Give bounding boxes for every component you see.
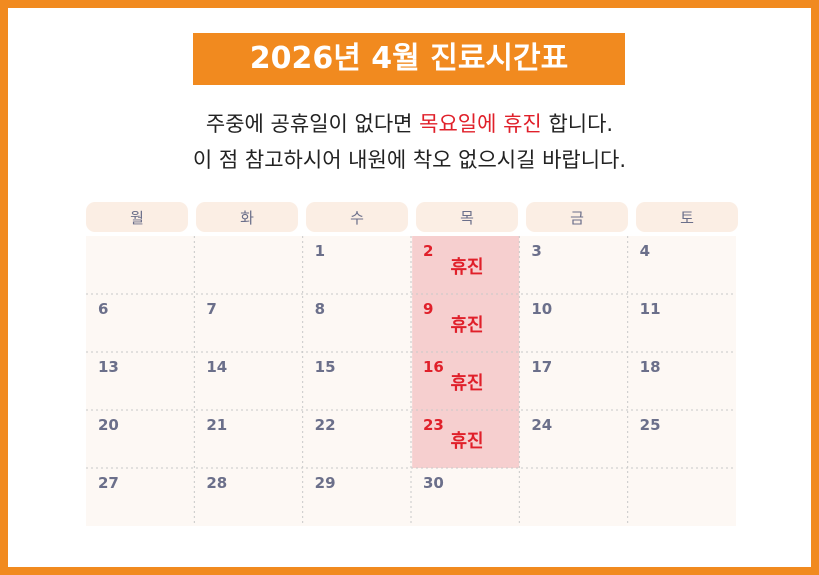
calendar: 월 화 수 목 금 토 1 2 휴진 3 4 6 7 8 9 휴진 10 11 13 14 15 16 휴진 17 18 20 21… (86, 202, 738, 526)
day-number: 6 (98, 300, 108, 318)
day-number: 14 (206, 358, 227, 376)
closed-note: 휴진 (450, 257, 483, 278)
closed-note: 휴진 (450, 373, 483, 394)
day-number: 30 (423, 474, 444, 492)
weekday-pill (636, 202, 738, 232)
day-number: 29 (315, 474, 336, 492)
weekday-label: 금 (570, 209, 584, 227)
notice-line: 주중에 공휴일이 없다면 목요일에 휴진 합니다. (8, 108, 811, 138)
day-number: 11 (640, 300, 661, 318)
notice-highlight: 목요일에 휴진 (419, 112, 542, 136)
day-number: 28 (206, 474, 227, 492)
weekday-pill (196, 202, 298, 232)
notice-text: 주중에 공휴일이 없다면 (205, 112, 420, 136)
day-number: 2 (423, 242, 433, 260)
weekday-label: 수 (350, 209, 364, 227)
day-number: 7 (206, 300, 216, 318)
day-number: 18 (640, 358, 661, 376)
day-number: 22 (315, 416, 336, 434)
day-number: 23 (423, 416, 444, 434)
day-number: 10 (531, 300, 552, 318)
day-number: 9 (423, 300, 433, 318)
day-number: 20 (98, 416, 119, 434)
weekday-pill (86, 202, 188, 232)
day-number: 13 (98, 358, 119, 376)
day-number: 27 (98, 474, 119, 492)
weekday-label: 토 (680, 209, 694, 227)
closed-cell (412, 410, 520, 468)
day-number: 16 (423, 358, 444, 376)
weekday-label: 월 (130, 209, 144, 227)
notice-text: 합니다. (541, 112, 614, 136)
day-number: 24 (531, 416, 552, 434)
closed-cell (412, 236, 520, 294)
closed-cell (412, 294, 520, 352)
weekday-pill (306, 202, 408, 232)
closed-note: 휴진 (450, 431, 483, 452)
notice-line: 이 점 참고하시어 내원에 착오 없으시길 바랍니다. (192, 148, 627, 172)
weekday-pill (526, 202, 628, 232)
weekday-pill (416, 202, 518, 232)
day-number: 15 (315, 358, 336, 376)
day-number: 4 (640, 242, 650, 260)
weekday-label: 화 (240, 209, 254, 227)
day-number: 8 (315, 300, 325, 318)
day-number: 3 (531, 242, 541, 260)
weekday-label: 목 (460, 209, 474, 227)
day-number: 25 (640, 416, 661, 434)
day-number: 17 (531, 358, 552, 376)
closed-note: 휴진 (450, 315, 483, 336)
day-number: 21 (206, 416, 227, 434)
closed-cell (412, 352, 520, 410)
title: 2026년 4월 진료시간표 (193, 33, 625, 85)
day-number: 1 (315, 242, 325, 260)
